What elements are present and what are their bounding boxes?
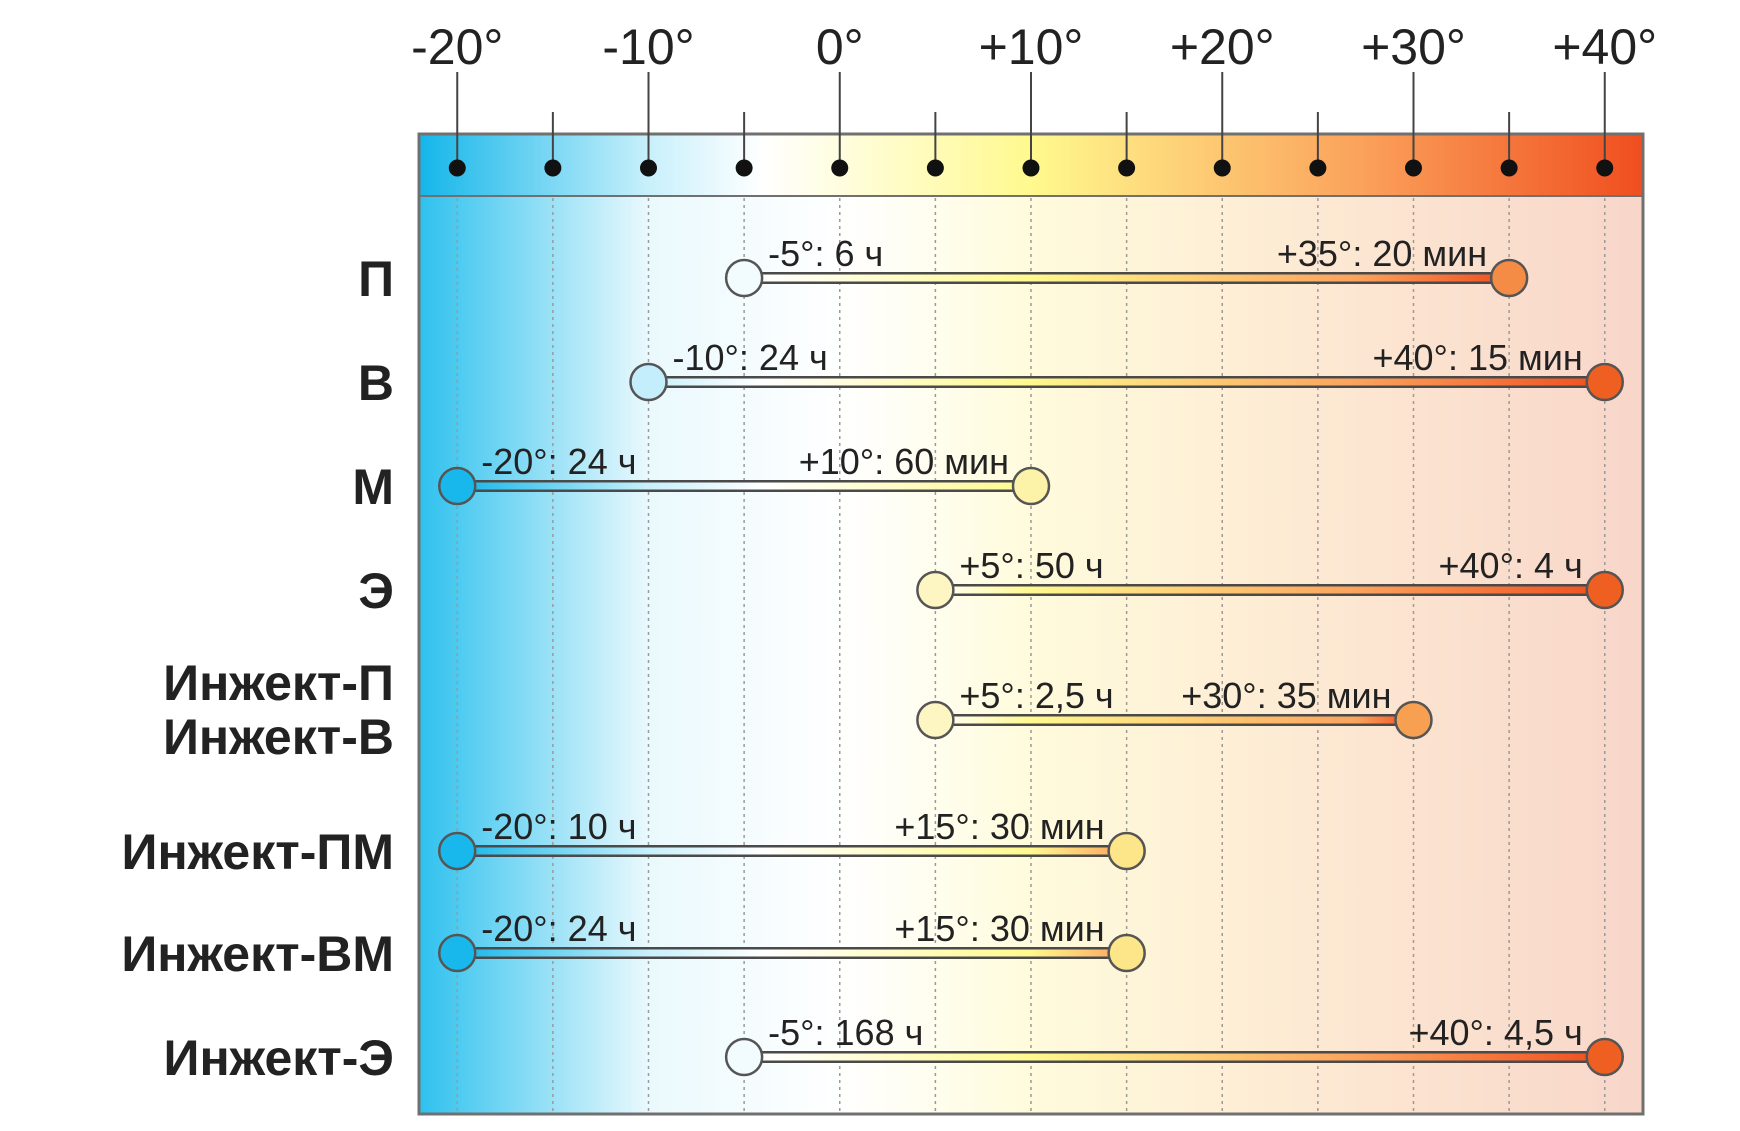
row-label: М	[352, 459, 394, 515]
max-marker	[1107, 933, 1146, 973]
range-bar	[457, 482, 1031, 490]
min-label: -10°: 24 ч	[673, 337, 828, 378]
tick-label: +40°	[1552, 19, 1657, 75]
tick-dot	[1213, 159, 1231, 177]
min-label: -20°: 10 ч	[481, 806, 636, 847]
tick-dot	[640, 159, 657, 177]
max-marker	[1011, 466, 1051, 506]
min-marker	[916, 570, 955, 610]
tick-label: +30°	[1361, 19, 1466, 75]
range-bar	[744, 1053, 1605, 1061]
tick-label: +10°	[979, 19, 1084, 75]
max-marker	[1394, 700, 1433, 740]
tick-label: -20°	[411, 19, 503, 75]
min-label: -5°: 6 ч	[768, 233, 883, 274]
tick-dot	[831, 159, 849, 177]
row-label: Инжект-ПМ	[122, 824, 395, 880]
max-marker	[1585, 1037, 1624, 1077]
max-label: +35°: 20 мин	[1277, 233, 1487, 274]
max-label: +30°: 35 мин	[1181, 675, 1391, 716]
max-marker	[1489, 258, 1529, 298]
min-label: -20°: 24 ч	[481, 441, 636, 482]
min-marker	[629, 362, 668, 402]
max-marker	[1107, 831, 1146, 871]
series-row: -10°: 24 ч +40°: 15 мин В	[358, 337, 1624, 411]
tick-label: +20°	[1170, 19, 1275, 75]
min-label: +5°: 2,5 ч	[959, 675, 1113, 716]
min-marker	[438, 933, 477, 973]
row-label: П	[358, 251, 394, 307]
series-row: -5°: 168 ч +40°: 4,5 ч Инжект-Э	[164, 1012, 1624, 1086]
row-label: Инжект-ВМ	[121, 926, 394, 982]
max-label: +40°: 4 ч	[1439, 545, 1583, 586]
max-label: +40°: 4,5 ч	[1408, 1012, 1582, 1053]
range-bar	[935, 716, 1414, 724]
series-row: -5°: 6 ч +35°: 20 мин П	[358, 233, 1529, 307]
tick-dot	[448, 159, 466, 177]
row-label: Инжект-В	[163, 709, 394, 765]
max-label: +10°: 60 мин	[799, 441, 1009, 482]
tick-dot	[1309, 159, 1327, 177]
tick-dot	[1500, 159, 1518, 177]
tick-label: 0°	[816, 19, 864, 75]
series-row: -20°: 24 ч +10°: 60 мин М	[352, 441, 1051, 515]
row-label: Э	[358, 563, 394, 619]
series-rows: -5°: 6 ч +35°: 20 мин П -10°: 24 ч +40°: 15 …	[121, 233, 1624, 1086]
min-label: +5°: 50 ч	[959, 545, 1103, 586]
series-row: -20°: 24 ч +15°: 30 мин Инжект-ВМ	[121, 908, 1146, 982]
tick-dot	[1596, 159, 1614, 177]
max-label: +15°: 30 мин	[894, 806, 1104, 847]
tick-dot	[1405, 159, 1422, 177]
min-marker	[438, 466, 477, 506]
tick-dot	[735, 159, 753, 177]
series-row: -20°: 10 ч +15°: 30 мин Инжект-ПМ	[122, 806, 1146, 880]
max-marker	[1585, 570, 1624, 610]
row-label: Инжект-П	[163, 655, 394, 711]
min-marker	[724, 1037, 764, 1077]
row-label: Инжект-Э	[164, 1030, 394, 1086]
axis-ticks: -20° -10° 0° +10° +20° +30° +40°	[411, 19, 1657, 177]
min-marker	[438, 831, 477, 871]
tick-label: -10°	[602, 19, 694, 75]
max-label: +40°: 15 мин	[1372, 337, 1582, 378]
min-marker	[916, 700, 955, 740]
min-marker	[724, 258, 764, 298]
range-bar	[457, 949, 1127, 957]
tick-dot	[926, 159, 944, 177]
min-label: -20°: 24 ч	[481, 908, 636, 949]
series-row: +5°: 50 ч +40°: 4 ч Э	[358, 545, 1624, 619]
tick-dot	[1118, 159, 1136, 177]
max-marker	[1585, 362, 1624, 402]
max-label: +15°: 30 мин	[894, 908, 1104, 949]
gridlines	[456, 198, 1606, 1112]
range-bar	[744, 274, 1510, 282]
range-bar	[648, 378, 1605, 386]
row-label: В	[358, 355, 394, 411]
tick-dot	[544, 159, 562, 177]
tick-dot	[1022, 159, 1040, 177]
min-label: -5°: 168 ч	[768, 1012, 923, 1053]
range-bar	[457, 847, 1127, 855]
range-bar	[935, 586, 1605, 594]
